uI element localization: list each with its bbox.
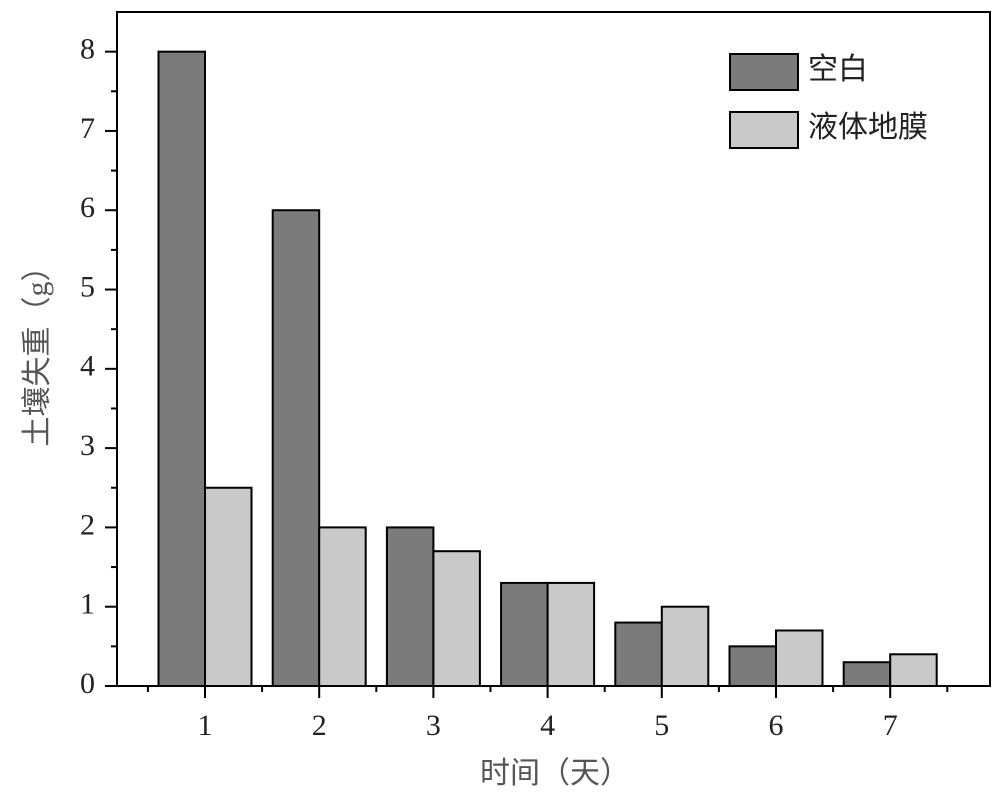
plot-frame <box>116 11 991 687</box>
x-tick-label: 6 <box>769 709 784 742</box>
legend-swatch <box>729 53 799 91</box>
bar <box>204 486 253 687</box>
x-tick-label: 5 <box>654 709 669 742</box>
y-tick-label: 6 <box>80 191 95 224</box>
bar <box>728 645 777 688</box>
y-axis-title: 土壤失重（g） <box>21 252 54 447</box>
legend-label: 空白 <box>808 53 868 86</box>
bar <box>318 526 367 687</box>
x-tick-label: 7 <box>883 709 898 742</box>
y-tick-label: 7 <box>80 112 95 145</box>
bar <box>157 50 206 688</box>
y-tick-label: 2 <box>80 508 95 541</box>
bar <box>660 605 710 687</box>
y-tick-label: 4 <box>80 350 95 383</box>
bar <box>775 629 824 688</box>
bar <box>889 653 938 687</box>
legend-swatch <box>729 111 799 149</box>
y-tick-label: 8 <box>80 33 95 66</box>
x-axis-title: 时间（天） <box>480 757 630 790</box>
x-tick-label: 1 <box>198 709 213 742</box>
bar <box>432 550 481 688</box>
y-tick-label: 5 <box>80 270 95 303</box>
y-tick-label: 1 <box>80 588 95 621</box>
bar <box>614 621 663 687</box>
x-tick-label: 2 <box>312 709 327 742</box>
x-tick-label: 4 <box>540 709 555 742</box>
y-tick-label: 3 <box>80 429 95 462</box>
bar <box>500 581 549 688</box>
legend-label: 液体地膜 <box>808 111 928 144</box>
y-tick-label: 0 <box>80 667 95 700</box>
bar <box>842 661 892 688</box>
bar <box>385 526 435 687</box>
bar <box>271 209 321 687</box>
bar <box>546 581 596 688</box>
x-tick-label: 3 <box>426 709 441 742</box>
